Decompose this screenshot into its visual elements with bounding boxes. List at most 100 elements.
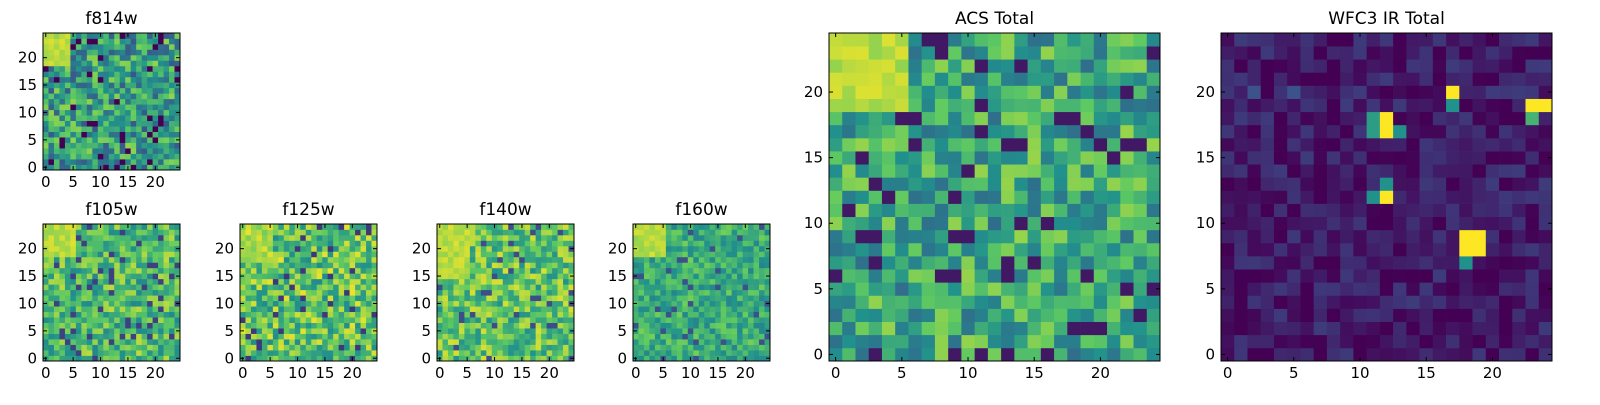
- heatmap-cell: [174, 120, 181, 127]
- heatmap-cell: [158, 65, 164, 72]
- heatmap-cell: [86, 344, 93, 351]
- heatmap-cell: [524, 256, 531, 263]
- heatmap-cell: [147, 104, 153, 111]
- heatmap-cell: [974, 124, 989, 139]
- heatmap-cell: [687, 240, 694, 247]
- heatmap-cell: [764, 333, 771, 340]
- heatmap-cell: [349, 317, 356, 323]
- heatmap-cell: [676, 267, 683, 274]
- heatmap-cell: [486, 284, 493, 291]
- heatmap-cell: [103, 278, 110, 285]
- heatmap-cell: [671, 278, 678, 285]
- heatmap-cell: [53, 54, 60, 61]
- heatmap-cell: [136, 311, 142, 318]
- heatmap-cell: [125, 148, 132, 154]
- heatmap-cell: [442, 300, 449, 307]
- heatmap-cell: [638, 256, 645, 263]
- heatmap-cell: [638, 240, 645, 247]
- heatmap-cell: [682, 278, 689, 285]
- heatmap-cell: [136, 267, 142, 274]
- heatmap-cell: [64, 82, 71, 89]
- heatmap-cell: [152, 142, 159, 149]
- heatmap-cell: [300, 278, 307, 285]
- heatmap-cell: [114, 54, 121, 61]
- heatmap-cell: [442, 267, 449, 274]
- heatmap-cell: [764, 240, 771, 247]
- heatmap-cell: [355, 317, 361, 323]
- heatmap-cell: [535, 350, 542, 356]
- heatmap-cell: [81, 300, 88, 307]
- heatmap-cell: [1525, 295, 1540, 309]
- heatmap-cell: [141, 159, 148, 165]
- heatmap-cell: [447, 284, 454, 291]
- heatmap-cell: [163, 126, 170, 132]
- heatmap-cell: [759, 289, 765, 296]
- heatmap-cell: [349, 278, 356, 285]
- heatmap-cell: [1472, 33, 1487, 47]
- heatmap-cell: [152, 328, 159, 334]
- heatmap-cell: [1260, 111, 1275, 126]
- heatmap-cell: [103, 289, 110, 296]
- heatmap-cell: [842, 85, 856, 99]
- heatmap-cell: [108, 71, 115, 78]
- heatmap-cell: [908, 269, 923, 283]
- heatmap-cell: [92, 93, 99, 100]
- heatmap-cell: [868, 229, 883, 244]
- heatmap-cell: [868, 46, 883, 60]
- heatmap-cell: [715, 267, 722, 274]
- heatmap-cell: [447, 278, 454, 285]
- heatmap-cell: [1379, 229, 1394, 244]
- heatmap-cell: [665, 224, 672, 230]
- heatmap-cell: [442, 306, 449, 313]
- heatmap-cell: [75, 350, 82, 356]
- heatmap-cell: [1120, 256, 1134, 270]
- heatmap-cell: [141, 262, 148, 269]
- heatmap-cell: [568, 317, 575, 323]
- heatmap-cell: [1525, 256, 1540, 270]
- heatmap-cell: [81, 295, 88, 302]
- heatmap-cell: [1027, 216, 1042, 231]
- heatmap-cell: [1393, 256, 1407, 270]
- heatmap-cell: [103, 60, 110, 67]
- heatmap-cell: [108, 339, 115, 345]
- heatmap-cell: [987, 46, 1002, 60]
- heatmap-cell: [948, 46, 962, 60]
- heatmap-cell: [1379, 190, 1394, 204]
- heatmap-cell: [1146, 137, 1161, 152]
- heatmap-cell: [895, 203, 909, 218]
- heatmap-cell: [366, 322, 372, 329]
- heatmap-cell: [119, 43, 126, 50]
- heatmap-cell: [59, 153, 66, 160]
- heatmap-cell: [48, 240, 55, 247]
- heatmap-cell: [552, 350, 558, 356]
- heatmap-cell: [344, 245, 350, 252]
- heatmap-cell: [1472, 111, 1487, 126]
- heatmap-cell: [278, 300, 285, 307]
- heatmap-cell: [86, 267, 93, 274]
- heatmap-cell: [1120, 85, 1134, 99]
- heatmap-cell: [442, 355, 449, 362]
- heatmap-cell: [152, 43, 159, 50]
- heatmap-cell: [974, 334, 989, 349]
- heatmap-cell: [480, 317, 487, 323]
- heatmap-cell: [92, 159, 99, 165]
- heatmap-cell: [715, 234, 722, 241]
- heatmap-cell: [163, 256, 170, 263]
- heatmap-cell: [59, 148, 66, 154]
- heatmap-cell: [1393, 124, 1407, 139]
- heatmap-cell: [497, 245, 504, 252]
- heatmap-cell: [355, 344, 361, 351]
- heatmap-cell: [447, 224, 454, 230]
- heatmap-cell: [75, 344, 82, 351]
- heatmap-cell: [322, 295, 329, 302]
- heatmap-cell: [1419, 256, 1434, 270]
- heatmap-cell: [97, 131, 104, 138]
- heatmap-cell: [475, 333, 482, 340]
- heatmap-cell: [316, 267, 323, 274]
- heatmap-cell: [921, 190, 936, 204]
- heatmap-cell: [1353, 269, 1367, 283]
- heatmap-cell: [654, 317, 661, 323]
- heatmap-cell: [163, 82, 170, 89]
- heatmap-cell: [300, 306, 307, 313]
